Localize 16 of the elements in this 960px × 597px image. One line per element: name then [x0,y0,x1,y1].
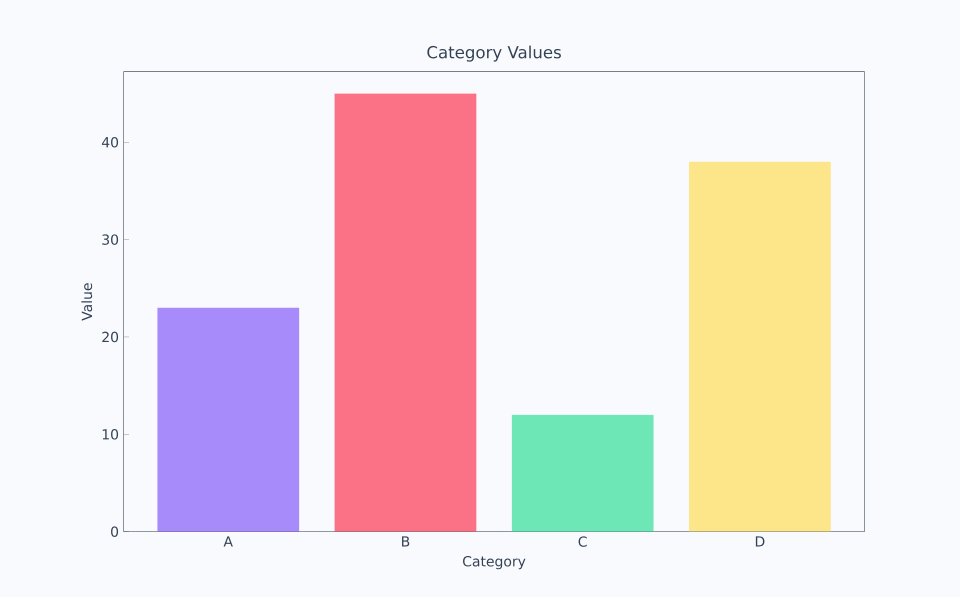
y-tick-label: 10 [102,428,118,440]
x-tick-label: A [224,536,233,546]
bar [334,93,476,532]
chart-title: Category Values [427,45,561,62]
bar [512,414,654,532]
x-axis-title: Category [463,556,526,570]
x-tick-label: D [756,536,764,546]
x-tick-label: B [402,536,410,546]
bar [157,308,300,532]
y-tick-label: 0 [111,526,118,537]
y-axis-title: Value [81,283,92,321]
y-tick-label: 30 [102,234,118,245]
bar [688,162,831,532]
x-tick-label: C [578,536,587,547]
y-tick-label: 40 [102,136,118,148]
y-tick-label: 20 [102,332,118,342]
